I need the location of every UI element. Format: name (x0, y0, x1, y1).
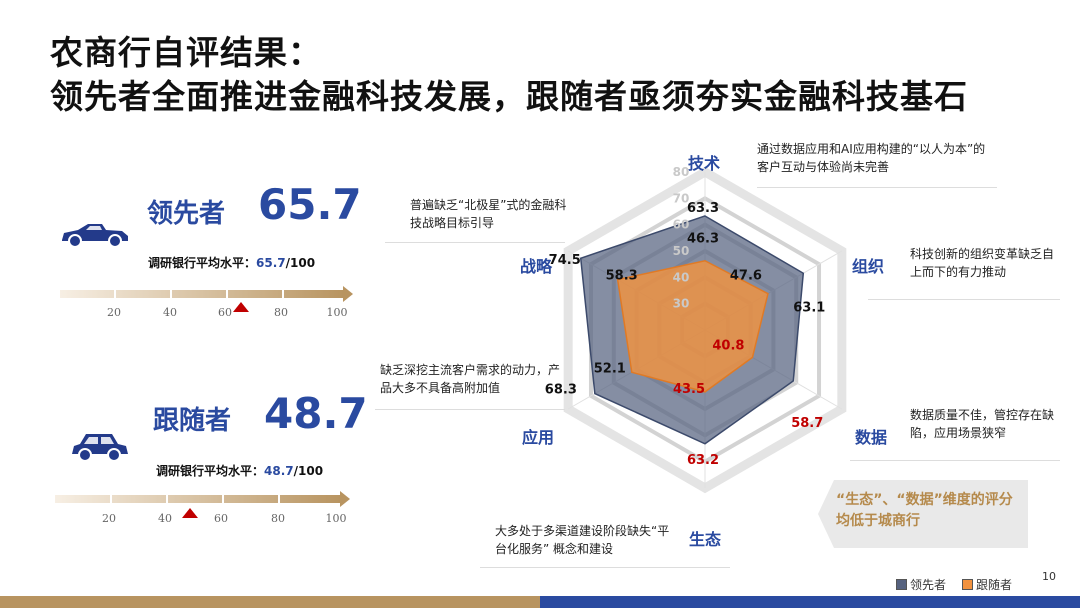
follower-scale-100: 100 (325, 512, 347, 525)
callout-box (818, 480, 1028, 548)
car-icon (72, 434, 128, 462)
axis-label-eco: 生态 (689, 530, 722, 549)
data-label-s1-2: 40.8 (712, 338, 744, 353)
follower-scale-bar (55, 491, 350, 507)
legend-follower-swatch (962, 579, 973, 590)
footer-bar-blue (540, 596, 1080, 608)
callout-text: “生态”、“数据”维度的评分均低于城商行 (836, 492, 1013, 529)
data-label-s0-3: 63.2 (687, 453, 719, 468)
data-label-s0-2: 58.7 (791, 416, 823, 431)
note-eco-line (480, 567, 730, 568)
footer-bar-gold (0, 596, 540, 608)
follower-average-marker (182, 508, 199, 518)
note-org: 科技创新的组织变革缺乏自上而下的有力推动 (910, 247, 1055, 279)
radar-chart: 30 40 50 60 70 80 63.3 63.1 58.7 63.2 68.3 74.5 46.… (545, 165, 847, 494)
leader-average: 调研银行平均水平：65.7/100 (148, 256, 316, 270)
data-label-s1-0: 46.3 (687, 232, 719, 247)
radar-tick-labels: 30 40 50 60 70 80 (673, 165, 690, 311)
r-tick-label: 80 (673, 165, 690, 179)
follower-score: 48.7 (264, 389, 368, 438)
data-label-s0-0: 63.3 (687, 201, 719, 216)
note-data-line (850, 460, 1060, 461)
r-tick-label: 30 (673, 297, 690, 311)
note-tech: 通过数据应用和AI应用构建的“以人为本”的客户互动与体验尚未完善 (757, 142, 986, 174)
follower-scale-20: 20 (102, 512, 116, 525)
data-label-s0-5: 74.5 (549, 253, 581, 268)
follower-scale-40: 40 (158, 512, 172, 525)
page-title-line2: 领先者全面推进金融科技发展，跟随者亟须夯实金融科技基石 (50, 77, 968, 116)
leader-label: 领先者 (147, 199, 226, 229)
leader-scale-20: 20 (107, 306, 121, 319)
convertible-car-icon (62, 224, 128, 248)
note-tech-line (757, 187, 997, 188)
axis-label-strategy: 战略 (520, 257, 553, 276)
radar-data-labels: 63.3 63.1 58.7 63.2 68.3 74.5 46.3 47.6 40.8 43.5… (545, 201, 826, 468)
page-title-line1: 农商行自评结果： (50, 33, 322, 72)
data-label-s1-3: 43.5 (673, 382, 705, 397)
r-tick-label: 60 (673, 218, 690, 232)
follower-average: 调研银行平均水平：48.7/100 (156, 464, 324, 478)
leader-score: 65.7 (258, 180, 362, 229)
note-eco: 大多处于多渠道建设阶段缺失“平台化服务” 概念和建设 (495, 524, 670, 556)
note-data: 数据质量不佳，管控存在缺陷，应用场景狭窄 (910, 408, 1055, 440)
axis-label-app: 应用 (522, 428, 555, 447)
series-area-1 (616, 259, 769, 393)
axis-label-org: 组织 (852, 257, 885, 276)
data-label-s1-4: 52.1 (594, 361, 626, 376)
note-strategy: 普遍缺乏“北极星”式的金融科技战略目标引导 (410, 198, 567, 230)
follower-label: 跟随者 (153, 406, 232, 436)
axis-label-data: 数据 (855, 428, 888, 447)
data-label-s1-5: 58.3 (606, 269, 638, 284)
r-tick-label: 70 (673, 191, 690, 205)
note-app-line (375, 409, 565, 410)
r-tick-label: 50 (673, 244, 690, 258)
leader-average-marker (233, 302, 250, 312)
leader-scale-bar (60, 286, 353, 302)
leader-scale-60: 60 (218, 306, 232, 319)
follower-scale-80: 80 (271, 512, 285, 525)
follower-scale-60: 60 (214, 512, 228, 525)
data-label-s0-4: 68.3 (545, 383, 577, 398)
axis-label-tech: 技术 (688, 154, 721, 173)
radar-series (579, 215, 805, 445)
leader-scale-100: 100 (326, 306, 348, 319)
leader-scale-40: 40 (163, 306, 177, 319)
data-label-s1-1: 47.6 (730, 269, 762, 284)
note-strategy-line (385, 242, 565, 243)
note-org-line (868, 299, 1060, 300)
data-label-s0-1: 63.1 (793, 300, 825, 315)
legend-follower: 跟随者 (962, 576, 1012, 593)
r-tick-label: 40 (673, 270, 690, 284)
leader-scale-80: 80 (274, 306, 288, 319)
note-app: 缺乏深挖主流客户需求的动力，产品大多不具备高附加值 (380, 363, 561, 395)
page-number: 10 (1042, 570, 1056, 583)
legend-leader-swatch (896, 579, 907, 590)
legend-leader: 领先者 (896, 576, 946, 593)
